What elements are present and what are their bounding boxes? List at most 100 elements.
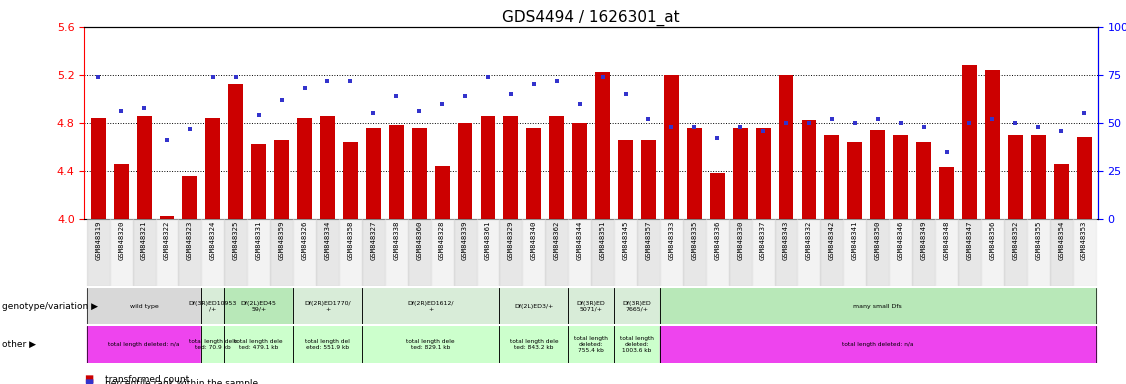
Bar	[614, 326, 660, 363]
Bar	[775, 219, 797, 286]
Bar	[848, 142, 863, 219]
Bar	[569, 326, 614, 363]
Text: GSM848348: GSM848348	[944, 220, 949, 260]
Text: GSM848360: GSM848360	[417, 220, 422, 260]
Bar	[1054, 164, 1069, 219]
Bar	[641, 140, 656, 219]
Bar	[293, 219, 316, 286]
Bar	[1073, 219, 1096, 286]
Bar	[229, 84, 243, 219]
Text: GSM848335: GSM848335	[691, 220, 697, 260]
Bar	[958, 219, 981, 286]
Bar	[1008, 135, 1022, 219]
Bar	[664, 75, 679, 219]
Text: other ▶: other ▶	[2, 340, 36, 349]
Text: GSM848323: GSM848323	[187, 220, 193, 260]
Bar	[1027, 219, 1049, 286]
Text: Df(2L)ED45
59/+: Df(2L)ED45 59/+	[241, 301, 277, 312]
Bar	[985, 70, 1000, 219]
Text: GSM848346: GSM848346	[897, 220, 904, 260]
Bar	[500, 219, 522, 286]
Bar	[361, 326, 500, 363]
Text: GSM848333: GSM848333	[669, 220, 674, 260]
Text: GSM848330: GSM848330	[738, 220, 743, 260]
Bar	[224, 326, 293, 363]
Bar	[361, 219, 385, 286]
Bar	[274, 140, 289, 219]
Bar	[526, 127, 542, 219]
Text: GSM848336: GSM848336	[714, 220, 721, 260]
Text: GSM848361: GSM848361	[485, 220, 491, 260]
Bar	[202, 288, 224, 324]
Bar	[591, 219, 614, 286]
Bar	[596, 73, 610, 219]
Text: percentile rank within the sample: percentile rank within the sample	[105, 379, 258, 384]
Text: GSM848337: GSM848337	[760, 220, 766, 260]
Bar	[114, 164, 128, 219]
Text: GSM848338: GSM848338	[393, 220, 400, 260]
Text: GSM848319: GSM848319	[96, 220, 101, 260]
Bar	[618, 140, 633, 219]
Bar	[87, 326, 202, 363]
Text: GSM848345: GSM848345	[623, 220, 628, 260]
Text: GSM848331: GSM848331	[256, 220, 261, 260]
Text: GSM848324: GSM848324	[209, 220, 216, 260]
Bar	[545, 219, 569, 286]
Bar	[270, 219, 293, 286]
Bar	[293, 326, 361, 363]
Bar	[136, 116, 152, 219]
Bar	[361, 288, 500, 324]
Text: total length
deleted:
1003.6 kb: total length deleted: 1003.6 kb	[620, 336, 654, 353]
Bar	[1004, 219, 1027, 286]
Bar	[614, 219, 637, 286]
Bar	[1030, 135, 1046, 219]
Bar	[569, 288, 614, 324]
Bar	[366, 127, 381, 219]
Bar	[866, 219, 890, 286]
Bar	[660, 288, 1096, 324]
Text: GSM848362: GSM848362	[554, 220, 560, 260]
Bar	[572, 123, 587, 219]
Bar	[981, 219, 1004, 286]
Text: GSM848329: GSM848329	[508, 220, 513, 260]
Bar	[912, 219, 935, 286]
Text: GSM848325: GSM848325	[233, 220, 239, 260]
Bar	[870, 130, 885, 219]
Text: wild type: wild type	[129, 304, 159, 309]
Bar	[320, 116, 334, 219]
Bar	[1076, 137, 1091, 219]
Bar	[133, 219, 155, 286]
Bar	[917, 142, 931, 219]
Bar	[729, 219, 752, 286]
Bar	[457, 123, 473, 219]
Text: GSM848334: GSM848334	[324, 220, 331, 260]
Text: Df(3R)ED
7665/+: Df(3R)ED 7665/+	[623, 301, 651, 312]
Bar	[109, 219, 133, 286]
Text: GSM848326: GSM848326	[302, 220, 307, 260]
Text: GSM848327: GSM848327	[370, 220, 376, 260]
Text: total length dele
ted: 70.9 kb: total length dele ted: 70.9 kb	[188, 339, 238, 350]
Bar	[202, 219, 224, 286]
Text: total length dele
ted: 829.1 kb: total length dele ted: 829.1 kb	[406, 339, 455, 350]
Text: GSM848358: GSM848358	[348, 220, 354, 260]
Text: GSM848339: GSM848339	[462, 220, 468, 260]
Text: GSM848351: GSM848351	[600, 220, 606, 260]
Text: GSM848347: GSM848347	[966, 220, 973, 260]
Bar	[91, 118, 106, 219]
Text: GSM848328: GSM848328	[439, 220, 445, 260]
Bar	[87, 219, 109, 286]
Text: GSM848357: GSM848357	[645, 220, 652, 260]
Bar	[1049, 219, 1073, 286]
Bar	[202, 326, 224, 363]
Bar	[660, 326, 1096, 363]
Text: GSM848344: GSM848344	[577, 220, 582, 260]
Bar	[935, 219, 958, 286]
Text: GSM848352: GSM848352	[1012, 220, 1018, 260]
Bar	[682, 219, 706, 286]
Bar	[388, 125, 404, 219]
Text: total length dele
ted: 843.2 kb: total length dele ted: 843.2 kb	[510, 339, 558, 350]
Bar	[569, 219, 591, 286]
Text: GSM848353: GSM848353	[1081, 220, 1087, 260]
Bar	[87, 288, 202, 324]
Text: GSM848332: GSM848332	[806, 220, 812, 260]
